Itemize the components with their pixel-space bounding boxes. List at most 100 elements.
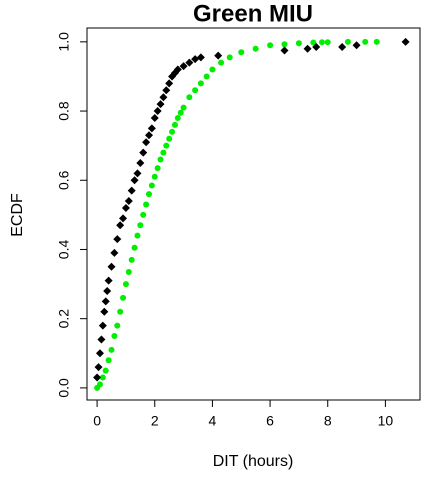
data-point bbox=[110, 248, 119, 257]
data-point bbox=[139, 148, 148, 157]
data-point bbox=[133, 169, 142, 178]
data-point bbox=[120, 294, 127, 301]
data-point bbox=[150, 113, 159, 122]
data-point bbox=[156, 100, 165, 109]
data-point bbox=[162, 86, 171, 95]
data-point bbox=[203, 73, 210, 80]
data-point bbox=[131, 244, 138, 251]
data-point bbox=[166, 135, 173, 142]
data-point bbox=[280, 46, 289, 55]
data-point bbox=[160, 149, 167, 156]
data-point bbox=[142, 138, 151, 147]
data-point bbox=[96, 381, 103, 388]
data-point bbox=[163, 142, 170, 149]
data-point bbox=[214, 51, 223, 60]
data-point bbox=[238, 49, 245, 56]
data-point bbox=[295, 40, 302, 47]
data-point bbox=[148, 182, 155, 189]
data-point bbox=[318, 39, 325, 46]
data-point bbox=[116, 221, 125, 230]
data-point bbox=[125, 268, 132, 275]
data-point bbox=[179, 62, 188, 71]
data-point bbox=[117, 308, 124, 315]
data-point bbox=[143, 201, 150, 208]
chart-title: Green MIU bbox=[193, 0, 313, 27]
data-point bbox=[107, 262, 116, 271]
data-point bbox=[140, 211, 147, 218]
data-point bbox=[136, 158, 145, 167]
data-point bbox=[157, 156, 164, 163]
data-point bbox=[197, 80, 204, 87]
data-point bbox=[154, 165, 161, 172]
data-point bbox=[252, 45, 259, 52]
data-point bbox=[105, 357, 112, 364]
data-point bbox=[147, 124, 156, 133]
data-point bbox=[218, 59, 225, 66]
x-tick-label: 10 bbox=[378, 413, 394, 429]
x-tick-label: 4 bbox=[209, 413, 217, 429]
plot-frame bbox=[86, 27, 421, 401]
data-point bbox=[209, 66, 216, 73]
data-point bbox=[113, 235, 122, 244]
data-point bbox=[103, 286, 112, 295]
data-point bbox=[186, 94, 193, 101]
y-tick-label: 0.2 bbox=[56, 309, 72, 329]
data-point bbox=[165, 79, 174, 88]
data-point bbox=[312, 43, 321, 52]
data-point bbox=[95, 349, 104, 358]
data-point bbox=[134, 232, 141, 239]
data-point bbox=[127, 186, 136, 195]
data-point bbox=[104, 276, 113, 285]
data-point bbox=[281, 41, 288, 48]
data-point bbox=[180, 104, 187, 111]
x-tick-label: 6 bbox=[266, 413, 274, 429]
data-point bbox=[93, 373, 102, 382]
data-point bbox=[102, 367, 109, 374]
data-point bbox=[100, 307, 109, 316]
data-point bbox=[153, 107, 162, 116]
data-point bbox=[137, 222, 144, 229]
data-point bbox=[174, 114, 181, 121]
data-point bbox=[303, 44, 312, 53]
y-tick-label: 0.0 bbox=[56, 378, 72, 398]
y-tick-label: 0.6 bbox=[56, 170, 72, 190]
data-point bbox=[128, 256, 135, 263]
y-tick-label: 0.8 bbox=[56, 101, 72, 121]
data-point bbox=[362, 38, 369, 45]
data-point bbox=[121, 203, 130, 212]
data-point bbox=[352, 41, 361, 50]
data-point bbox=[310, 39, 317, 46]
data-point bbox=[122, 281, 129, 288]
y-tick-label: 1.0 bbox=[56, 32, 72, 52]
data-point bbox=[108, 346, 115, 353]
data-point bbox=[191, 55, 200, 64]
data-point bbox=[267, 42, 274, 49]
data-point bbox=[192, 87, 199, 94]
data-point bbox=[185, 58, 194, 67]
data-point bbox=[151, 173, 158, 180]
data-point bbox=[324, 39, 331, 46]
data-point bbox=[226, 54, 233, 61]
data-point bbox=[114, 322, 121, 329]
x-tick-label: 0 bbox=[93, 413, 101, 429]
x-axis-label: DIT (hours) bbox=[213, 453, 294, 470]
data-point bbox=[401, 37, 410, 46]
data-point bbox=[344, 38, 351, 45]
data-point bbox=[119, 214, 128, 223]
y-axis-label: ECDF bbox=[9, 193, 26, 237]
data-point bbox=[94, 363, 103, 372]
data-point bbox=[111, 332, 118, 339]
x-tick-label: 2 bbox=[151, 413, 159, 429]
data-point bbox=[124, 197, 133, 206]
data-point bbox=[130, 176, 139, 185]
data-point bbox=[99, 374, 106, 381]
data-point bbox=[338, 43, 347, 52]
data-point bbox=[171, 121, 178, 128]
data-point bbox=[196, 53, 205, 62]
data-point bbox=[373, 38, 380, 45]
y-tick-label: 0.4 bbox=[56, 240, 72, 260]
data-point bbox=[173, 65, 182, 74]
data-point bbox=[145, 191, 152, 198]
data-point bbox=[177, 109, 184, 116]
